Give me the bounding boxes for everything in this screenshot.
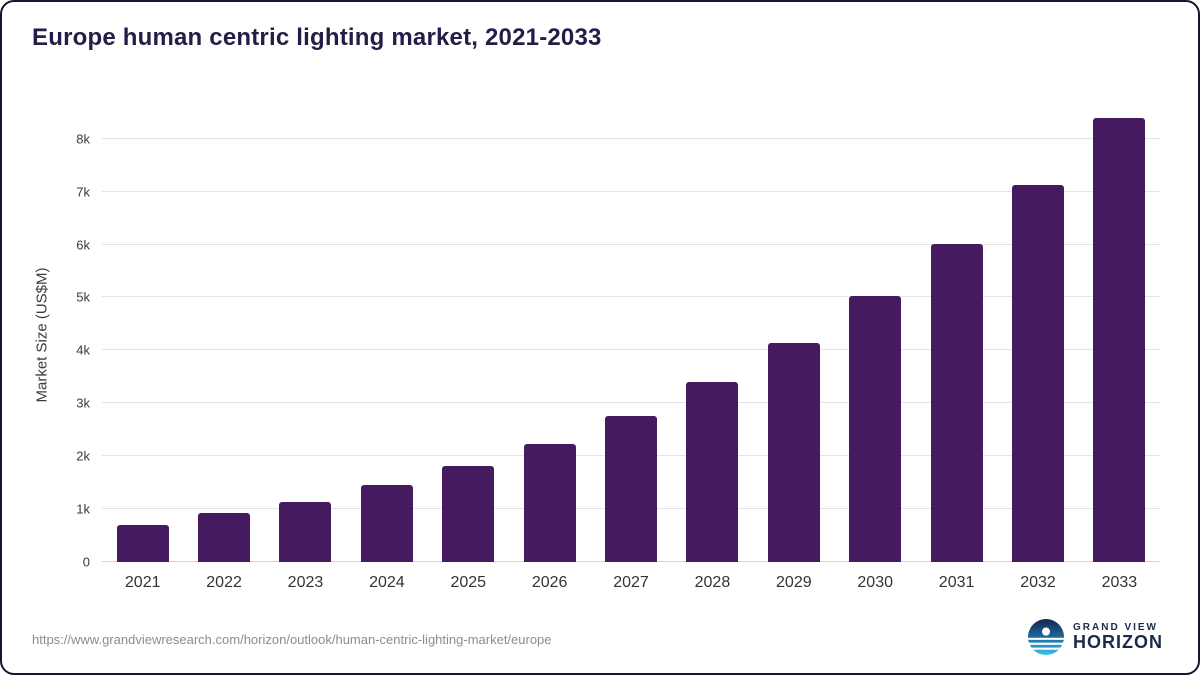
bar-2025 — [442, 466, 495, 562]
bar-2028 — [686, 382, 739, 562]
y-tick-label: 1k — [76, 501, 90, 517]
bars-container — [102, 107, 1160, 562]
y-tick-label: 0 — [82, 554, 90, 570]
x-axis-labels: 2021 2022 2023 2024 2025 2026 2027 2028 2029 2030… — [102, 574, 1160, 592]
gridline — [102, 296, 1160, 298]
logo-brand-line2: HORIZON — [1073, 631, 1163, 652]
y-tick-label: 5k — [76, 289, 90, 305]
bar-slot — [428, 107, 509, 562]
x-axis-label: 2028 — [694, 574, 731, 591]
bar-slot — [835, 107, 916, 562]
bar-slot — [265, 107, 346, 562]
y-tick-label: 7k — [76, 184, 90, 200]
gridline — [102, 137, 1160, 139]
x-axis-label: 2033 — [1101, 574, 1138, 591]
logo-text: GRAND VIEW HORIZON — [1073, 622, 1163, 653]
bar-slot — [672, 107, 753, 562]
bar-slot — [102, 107, 183, 562]
gridline — [102, 243, 1160, 245]
logo-brand-line1: GRAND VIEW — [1073, 621, 1158, 633]
grandview-horizon-logo: GRAND VIEW HORIZON — [1028, 619, 1163, 655]
x-axis-label: 2029 — [776, 574, 812, 591]
x-axis-label: 2031 — [938, 574, 975, 591]
bar-slot — [916, 107, 997, 562]
bar-2031 — [930, 244, 983, 562]
x-axis-label: 2026 — [531, 574, 568, 591]
bar-2032 — [1011, 185, 1064, 562]
bar-2029 — [767, 342, 820, 562]
x-axis-label: 2022 — [206, 574, 242, 591]
x-axis-label: 2032 — [1020, 574, 1056, 591]
x-axis-label: 2030 — [857, 574, 893, 591]
bar-2026 — [523, 443, 576, 562]
bar-slot — [997, 107, 1078, 562]
bar-2022 — [198, 513, 251, 562]
bar-slot — [753, 107, 834, 562]
bar-slot — [1079, 107, 1160, 562]
gridline — [102, 349, 1160, 351]
x-axis-label: 2023 — [287, 574, 324, 591]
x-axis-label: 2025 — [450, 574, 487, 591]
bar-2023 — [279, 501, 332, 562]
y-tick-label: 2k — [76, 448, 90, 464]
bar-slot — [590, 107, 671, 562]
bar-chart-plot-area — [102, 107, 1160, 562]
y-tick-label: 4k — [76, 342, 90, 358]
bar-slot — [346, 107, 427, 562]
bar-2033 — [1093, 117, 1146, 562]
y-tick-label: 3k — [76, 395, 90, 411]
bar-2027 — [605, 415, 658, 562]
gridline — [102, 190, 1160, 192]
x-axis-label: 2027 — [613, 574, 649, 591]
source-url: https://www.grandviewresearch.com/horizo… — [32, 632, 552, 647]
chart-title: Europe human centric lighting market, 20… — [32, 24, 602, 51]
bar-2024 — [360, 485, 413, 562]
y-tick-label: 6k — [76, 237, 90, 253]
gridline — [102, 402, 1160, 404]
bar-slot — [183, 107, 264, 562]
x-axis-label: 2024 — [369, 574, 405, 591]
y-tick-label: 8k — [76, 131, 90, 147]
bar-2021 — [116, 524, 169, 562]
horizon-logo-icon — [1028, 619, 1064, 655]
bar-2030 — [849, 295, 902, 562]
x-axis-label: 2021 — [124, 574, 161, 591]
bar-slot — [509, 107, 590, 562]
y-axis-ticks: 0 1k 2k 3k 4k 5k 6k 7k 8k — [2, 107, 90, 569]
